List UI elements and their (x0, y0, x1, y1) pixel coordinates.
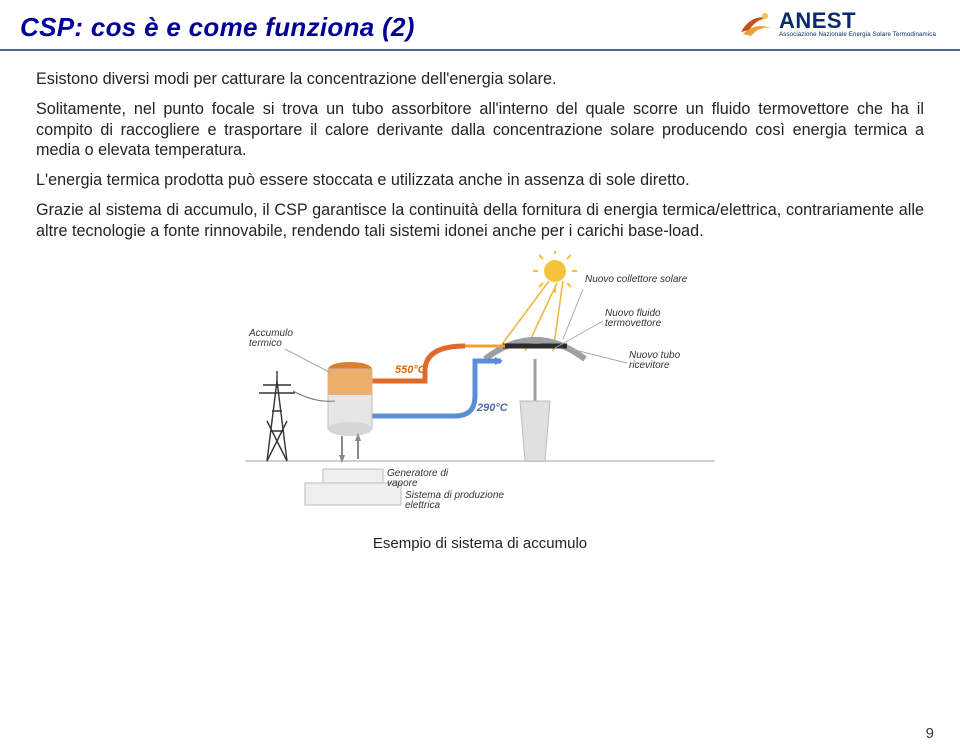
page-number: 9 (926, 725, 934, 742)
page-title: CSP: cos è e come funziona (2) (20, 12, 415, 43)
label-sis-prod: Sistema di produzione elettrica (405, 491, 515, 512)
label-fluido: Nuovo fluido termovettore (605, 309, 705, 330)
label-temp-cold: 290°C (477, 403, 508, 415)
label-temp-hot: 550°C (395, 365, 426, 377)
paragraph-4: Grazie al sistema di accumulo, il CSP ga… (36, 200, 924, 241)
csp-diagram: Accumulo termico Nuovo collettore solare… (245, 251, 715, 511)
logo-subtext: Associazione Nazionale Energia Solare Te… (779, 32, 936, 38)
logo-text: ANEST (779, 10, 856, 32)
label-tubo: Nuovo tubo ricevitore (629, 351, 709, 372)
label-accumulo: Accumulo termico (249, 329, 305, 350)
logo: ANEST Associazione Nazionale Energia Sol… (735, 8, 936, 40)
label-gen-vapore: Generatore di vapore (387, 469, 457, 490)
header-divider (0, 49, 960, 51)
label-collettore: Nuovo collettore solare (585, 275, 695, 286)
paragraph-1: Esistono diversi modi per catturare la c… (36, 69, 924, 89)
sun-swirl-icon (735, 8, 773, 40)
diagram-caption: Esempio di sistema di accumulo (36, 535, 924, 552)
paragraph-2: Solitamente, nel punto focale si trova u… (36, 99, 924, 160)
paragraph-3: L'energia termica prodotta può essere st… (36, 170, 924, 190)
